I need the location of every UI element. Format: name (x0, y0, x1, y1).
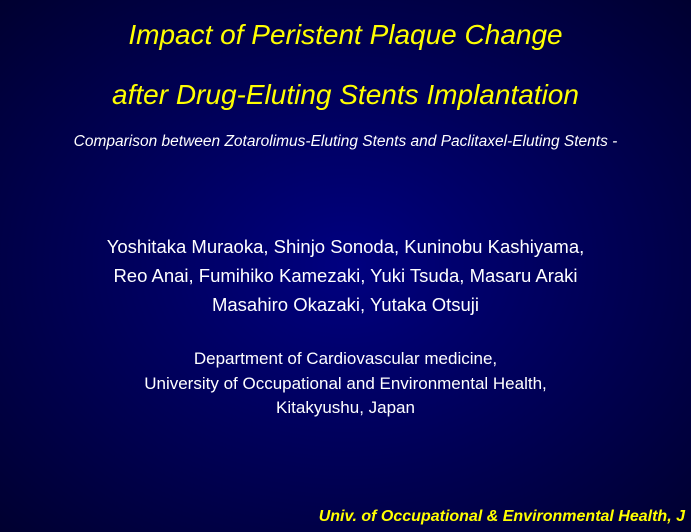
authors-line-3: Masahiro Okazaki, Yutaka Otsuji (20, 291, 671, 320)
affiliation-block: Department of Cardiovascular medicine, U… (0, 347, 691, 421)
title-line-2: after Drug-Eluting Stents Implantation (0, 78, 691, 112)
affiliation-line-1: Department of Cardiovascular medicine, (0, 347, 691, 372)
title-gap (0, 52, 691, 78)
subtitle: Comparison between Zotarolimus-Eluting S… (0, 133, 691, 151)
affiliation-line-3: Kitakyushu, Japan (0, 396, 691, 421)
slide: Impact of Peristent Plaque Change after … (0, 0, 691, 532)
footer-text: Univ. of Occupational & Environmental He… (319, 508, 685, 526)
authors-line-1: Yoshitaka Muraoka, Shinjo Sonoda, Kunino… (20, 233, 671, 262)
title-line-1: Impact of Peristent Plaque Change (0, 18, 691, 52)
authors-line-2: Reo Anai, Fumihiko Kamezaki, Yuki Tsuda,… (20, 262, 671, 291)
authors-block: Yoshitaka Muraoka, Shinjo Sonoda, Kunino… (0, 233, 691, 319)
title-block: Impact of Peristent Plaque Change after … (0, 0, 691, 111)
affiliation-line-2: University of Occupational and Environme… (0, 372, 691, 397)
